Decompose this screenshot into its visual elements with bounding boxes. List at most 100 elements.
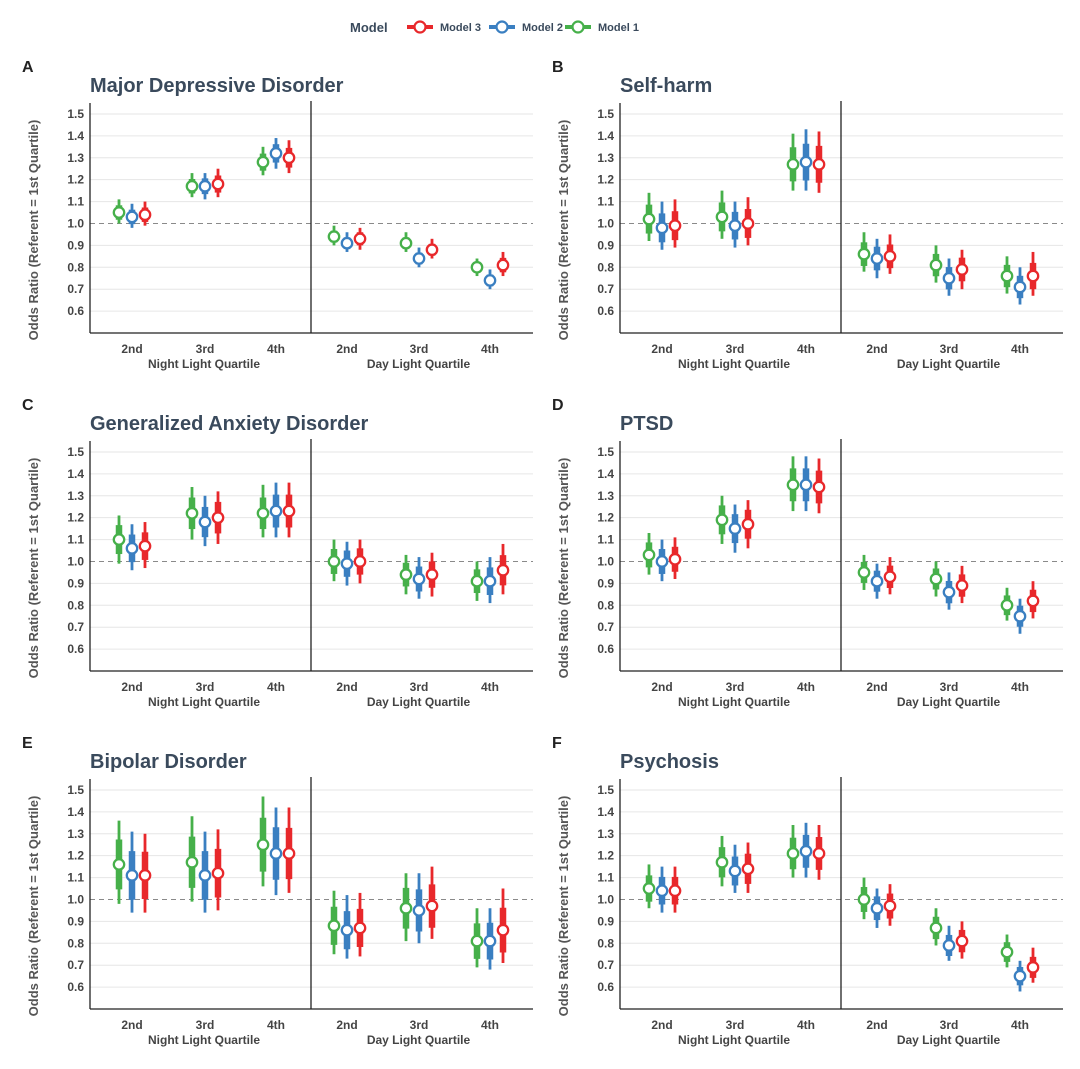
panels: A Major Depressive Disorder 0.6 0.7 0.8 0.9 1.… [22, 59, 1063, 1047]
data-point [256, 484, 270, 538]
y-tick-label: 0.9 [597, 576, 614, 590]
legend-label: Model 1 [598, 22, 639, 34]
x-tick-label: 3rd [726, 342, 745, 356]
estimate-point [112, 533, 126, 546]
x-tick-label: 2nd [121, 342, 142, 356]
y-tick-label: 0.6 [597, 642, 614, 656]
panel-title: Major Depressive Disorder [90, 75, 344, 97]
series-model-2 [125, 482, 497, 604]
panel-letter: C [22, 397, 34, 414]
data-point [883, 557, 897, 595]
y-tick-label: 1.1 [597, 195, 614, 209]
data-point [269, 482, 283, 538]
estimate-point [185, 855, 199, 869]
series-model-2 [655, 129, 1027, 305]
data-point [470, 908, 484, 968]
y-tick-label: 1.1 [67, 195, 84, 209]
legend-title: Model [350, 20, 388, 35]
data-point [327, 539, 341, 582]
y-tick-label: 0.9 [67, 914, 84, 928]
y-tick-label: 1.1 [597, 533, 614, 547]
y-axis-title: Odds Ratio (Referent = 1st Quartile) [556, 458, 571, 679]
data-point [185, 487, 199, 540]
data-point [668, 199, 682, 248]
y-tick-label: 1.2 [67, 511, 84, 525]
estimate-point [269, 847, 283, 860]
y-tick-label: 0.6 [67, 304, 84, 318]
data-point [799, 822, 813, 878]
estimate-point [728, 864, 742, 878]
estimate-point [870, 574, 884, 588]
y-tick-label: 1.4 [597, 467, 614, 481]
data-point [198, 831, 212, 913]
data-point [655, 866, 669, 913]
data-point [112, 515, 126, 564]
y-tick-label: 1.2 [67, 849, 84, 863]
estimate-point [799, 155, 813, 169]
y-tick-label: 1.1 [597, 871, 614, 885]
estimate-point [185, 179, 199, 193]
data-point [728, 201, 742, 248]
estimate-point [496, 258, 510, 272]
series-model-1 [642, 456, 1014, 621]
data-point [857, 554, 871, 590]
series-model-3 [138, 482, 510, 597]
data-point [728, 844, 742, 893]
x-tick-label: 4th [797, 1018, 815, 1032]
x-tick-label: 3rd [940, 680, 959, 694]
data-point [138, 201, 152, 226]
x-tick-label: 2nd [866, 342, 887, 356]
estimate-point [728, 522, 742, 535]
panel-letter: D [552, 397, 564, 414]
x-tick-label: 4th [267, 680, 285, 694]
estimate-point [870, 901, 884, 915]
panel-d: D PTSD 0.6 0.7 0.8 0.9 1.0 1.1 1.2 1.3 1.4 1.5 Odds … [552, 397, 1063, 709]
panel-title: Self-harm [620, 75, 712, 97]
data-point [799, 129, 813, 191]
y-tick-label: 0.7 [597, 958, 614, 972]
x-axis-title-night: Night Light Quartile [678, 357, 790, 371]
data-point [425, 866, 439, 939]
data-point [655, 539, 669, 582]
estimate-point [198, 515, 212, 529]
x-axis-title-day: Day Light Quartile [367, 1033, 471, 1047]
data-point [799, 456, 813, 512]
y-tick-label: 0.6 [597, 304, 614, 318]
series-model-1 [112, 146, 484, 277]
x-axis-title-night: Night Light Quartile [148, 357, 260, 371]
estimate-point [496, 923, 510, 937]
series-model-3 [668, 825, 1040, 983]
estimate-point [470, 934, 484, 948]
legend-item-model-1: Model 1 [565, 20, 639, 34]
x-tick-label: 4th [267, 1018, 285, 1032]
data-point [1026, 251, 1040, 296]
x-tick-label: 3rd [940, 342, 959, 356]
data-point [125, 203, 139, 228]
estimate-point [327, 555, 341, 568]
x-tick-label: 2nd [651, 1018, 672, 1032]
y-tick-label: 1.1 [67, 871, 84, 885]
data-point [256, 146, 270, 176]
estimate-point [955, 934, 969, 948]
panel-letter: B [552, 59, 564, 76]
data-point [353, 539, 367, 584]
x-axis-title-night: Night Light Quartile [148, 1033, 260, 1047]
legend-swatch-marker [413, 20, 427, 34]
data-point [211, 491, 225, 544]
estimate-point [282, 504, 296, 518]
data-point [1013, 960, 1027, 992]
y-tick-label: 0.7 [67, 282, 84, 296]
data-point [483, 269, 497, 290]
data-point [942, 925, 956, 961]
x-tick-label: 4th [481, 1018, 499, 1032]
estimate-point [483, 574, 497, 588]
x-axis-title-day: Day Light Quartile [897, 1033, 1001, 1047]
y-tick-label: 1.4 [67, 129, 84, 143]
estimate-point [470, 574, 484, 588]
data-point [668, 537, 682, 579]
data-point [282, 140, 296, 174]
y-tick-label: 0.7 [597, 282, 614, 296]
estimate-point [470, 260, 484, 274]
estimate-point [857, 247, 871, 261]
estimate-point [799, 478, 813, 492]
